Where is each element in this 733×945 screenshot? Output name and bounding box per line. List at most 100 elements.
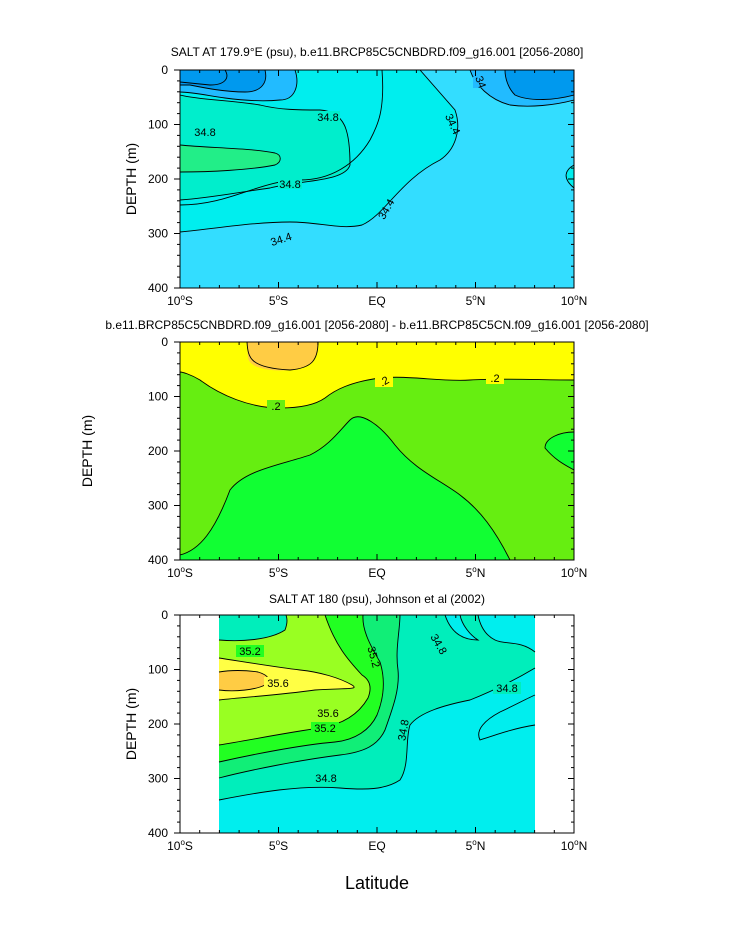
- panel-3-contour-labels: 35.2 35.6 35.6 35.2 35.2 34.8 34.8 34.8 …: [236, 632, 521, 785]
- p3-contour-348-top: [218, 615, 288, 642]
- panel-2-contours: [180, 342, 574, 560]
- panel-1: SALT AT 179.9°E (psu), b.e11.BRCP85C5CNB…: [123, 45, 587, 308]
- x-tick-label: 5oS: [269, 565, 288, 580]
- p2-contour-cool-right: [544, 431, 574, 471]
- p2-region-cool: [180, 416, 510, 560]
- p2-region-hot: [247, 342, 318, 371]
- p2-contour-02: [180, 371, 574, 409]
- x-tick-label: 10oN: [561, 838, 587, 853]
- p3-label-g: 34.8: [315, 773, 336, 785]
- panel-2-ylabel: DEPTH (m): [79, 415, 95, 487]
- x-tick-label: EQ: [368, 566, 385, 580]
- panel-1-contour-labels: 34 34.8 34.8 34.8 34.4 34.4 34.4: [193, 75, 489, 249]
- x-tick-label: 5oN: [466, 565, 486, 580]
- y-tick-label: 0: [161, 608, 168, 622]
- y-tick-label: 100: [148, 118, 168, 132]
- y-tick-label: 300: [148, 499, 168, 513]
- p1-contour-340-right: [504, 70, 574, 100]
- p1-region-348: [180, 95, 350, 200]
- panel-3-title: SALT AT 180 (psu), Johnson et al (2002): [269, 592, 485, 606]
- p1-contour-342-left: [180, 70, 298, 102]
- x-axis-label: Latitude: [345, 873, 409, 893]
- p3-contour-350: [218, 615, 384, 763]
- panel-3-contours: [218, 615, 536, 801]
- x-tick-label: 10oS: [167, 565, 193, 580]
- y-tick-label: 100: [148, 390, 168, 404]
- p2-contour-hot: [246, 342, 319, 371]
- y-tick-label: 300: [148, 227, 168, 241]
- p3-label-b: 35.6: [267, 678, 288, 690]
- p3-contour-354: [218, 657, 355, 701]
- p2-label-c: .2: [490, 373, 499, 385]
- x-tick-label: 5oN: [466, 838, 486, 853]
- p1-label-a: 34: [472, 75, 487, 91]
- p1-region-340-right: [505, 70, 574, 100]
- p1-label-c: 34.8: [194, 127, 215, 139]
- p3-region-346-right: [478, 695, 535, 740]
- p2-region-cool-right: [545, 432, 574, 470]
- p3-contour-346: [218, 667, 536, 801]
- p1-region-340-left: [180, 70, 266, 92]
- p1-contour-350: [180, 144, 281, 173]
- panel-1-ticks: 10oS 5oS EQ 5oN 10oN 0 100 200 300 400: [148, 63, 587, 308]
- p1-region-346: [180, 70, 458, 232]
- p3-region-358: [219, 670, 269, 691]
- panel-3-ticks: 10oS 5oS EQ 5oN 10oN 0 100 200 300 400: [148, 608, 587, 853]
- p1-contour-340-left: [180, 70, 267, 93]
- y-tick-label: 400: [148, 553, 168, 567]
- p1-contour-346-right: [565, 164, 574, 189]
- p3-contour-346-top: [477, 615, 536, 653]
- p1-contour-338: [180, 70, 228, 86]
- panel-3: SALT AT 180 (psu), Johnson et al (2002): [123, 592, 587, 853]
- x-tick-label: 10oS: [167, 838, 193, 853]
- p3-contour-346-right: [478, 694, 536, 741]
- panel-2-fills: [180, 342, 574, 560]
- panel-2-ticks: 10oS 5oS EQ 5oN 10oN 0 100 200 300 400: [148, 335, 587, 580]
- p2-label-a: .2: [271, 401, 280, 413]
- panel-3-ylabel: DEPTH (m): [123, 688, 139, 760]
- p3-contour-352: [218, 615, 371, 746]
- p3-contour-348: [218, 615, 401, 779]
- x-tick-label: 5oS: [269, 293, 288, 308]
- x-tick-label: 10oS: [167, 293, 193, 308]
- p3-label-c: 35.6: [317, 708, 338, 720]
- panel-2-contour-labels: .2 .2 .2: [267, 372, 504, 413]
- y-tick-label: 100: [148, 663, 168, 677]
- p3-label-d: 35.2: [314, 723, 335, 735]
- panel-1-title: SALT AT 179.9°E (psu), b.e11.BRCP85C5CNB…: [171, 45, 584, 59]
- p3-region-348-top: [219, 615, 287, 641]
- p1-label-b: 34.8: [317, 112, 338, 124]
- y-tick-label: 200: [148, 444, 168, 458]
- p1-region-346-right: [566, 165, 574, 188]
- panel-1-fills: [180, 70, 574, 288]
- p3-region-346-top2: [445, 615, 478, 640]
- panel-2: b.e11.BRCP85C5CNBDRD.f09_g16.001 [2056-2…: [79, 318, 649, 580]
- p1-label-d: 34.8: [279, 179, 300, 191]
- p1-contour-346: [180, 70, 384, 206]
- panel-3-fills: [219, 615, 535, 833]
- p2-contour-cool: [180, 416, 511, 560]
- p3-label-i: 34.8: [496, 683, 517, 695]
- p1-region-350: [180, 145, 281, 172]
- y-tick-label: 300: [148, 772, 168, 786]
- p3-label-a: 35.2: [239, 646, 260, 658]
- y-tick-label: 200: [148, 717, 168, 731]
- x-tick-label: 5oN: [466, 293, 486, 308]
- x-tick-label: EQ: [368, 839, 385, 853]
- x-tick-label: 5oS: [269, 838, 288, 853]
- panel-1-ylabel: DEPTH (m): [123, 143, 139, 215]
- y-tick-label: 200: [148, 172, 168, 186]
- p1-contour-344: [180, 70, 459, 233]
- x-tick-label: EQ: [368, 294, 385, 308]
- y-tick-label: 400: [148, 281, 168, 295]
- y-tick-label: 0: [161, 63, 168, 77]
- x-tick-label: 10oN: [561, 293, 587, 308]
- y-tick-label: 400: [148, 826, 168, 840]
- y-tick-label: 0: [161, 335, 168, 349]
- x-tick-label: 10oN: [561, 565, 587, 580]
- p3-contour-346-top2: [444, 615, 480, 641]
- panel-2-title: b.e11.BRCP85C5CNBDRD.f09_g16.001 [2056-2…: [105, 318, 648, 332]
- p3-label-e: 35.2: [364, 645, 381, 669]
- p1-contour-348: [180, 94, 351, 201]
